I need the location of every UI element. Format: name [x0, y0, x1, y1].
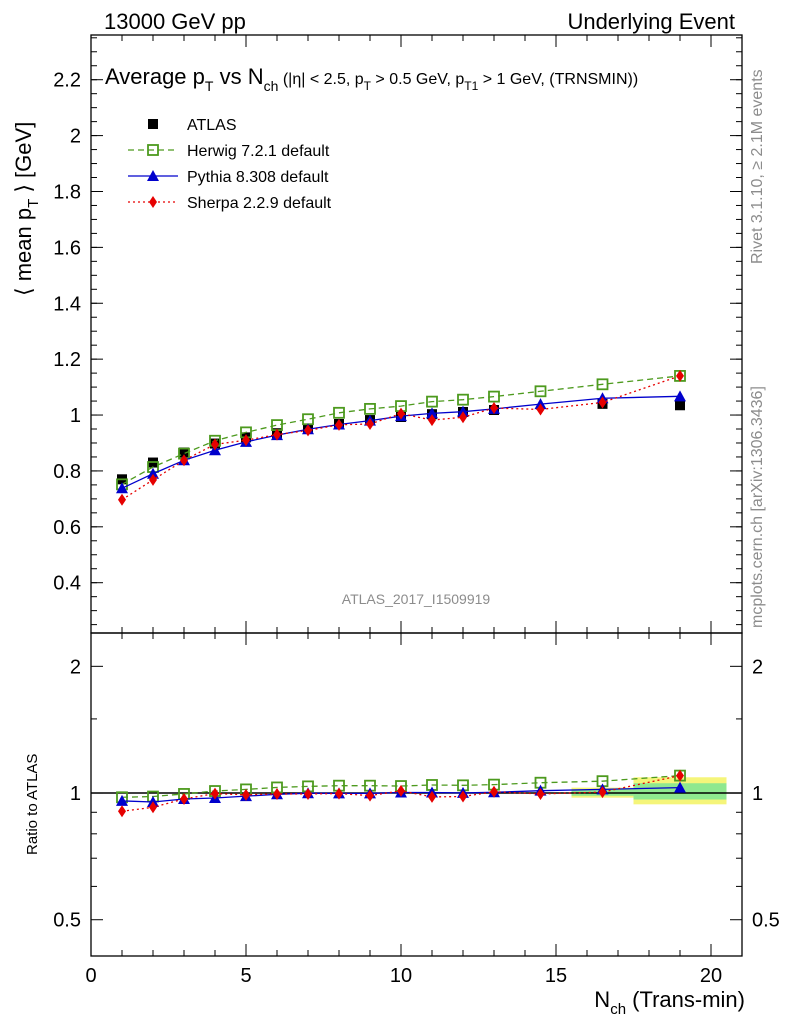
x-tick-label: 15	[545, 965, 567, 987]
legend: ATLAS Herwig 7.2.1 default Pythia 8.308 de…	[128, 117, 332, 212]
plot-title: Average pT vs Nch (|η| < 2.5, pT > 0.5 G…	[105, 64, 638, 94]
series-line-2	[121, 395, 681, 489]
y-tick-label: 1.4	[53, 293, 81, 315]
data-point	[428, 414, 436, 427]
y-tick-label: 1	[70, 783, 81, 805]
data-point	[676, 369, 684, 382]
data-point	[598, 396, 607, 409]
ratio-xlabel: Nch (Trans-min)	[594, 987, 745, 1018]
data-point	[490, 402, 498, 415]
main-ylabel: ⟨ mean pT ⟩ [GeV]	[11, 122, 42, 296]
x-tick-label: 20	[700, 965, 722, 987]
ratio-data-point	[428, 790, 436, 803]
legend-marker	[149, 196, 157, 208]
header-right: Underlying Event	[567, 9, 735, 34]
data-point	[457, 405, 469, 417]
ratio-data-point	[118, 805, 126, 818]
ratio-data-point	[490, 785, 498, 798]
ratio-series-line-0	[121, 774, 681, 798]
y-tick-label: 2	[70, 126, 81, 148]
plot-frame	[90, 632, 743, 957]
ratio-series-line-1	[121, 786, 681, 803]
ratio-data-point	[242, 788, 250, 801]
legend-label: Pythia 8.308 default	[187, 169, 329, 186]
y-tick-label: 1	[70, 405, 81, 427]
y-tick-label: 0.8	[53, 461, 81, 483]
data-point	[179, 447, 189, 458]
ratio-data-point	[536, 787, 545, 800]
series-line-3	[121, 375, 681, 501]
data-point	[674, 390, 686, 402]
y-tick-label-right: 1	[752, 783, 763, 805]
data-point	[333, 406, 345, 419]
data-point	[116, 482, 128, 494]
data-point	[426, 407, 438, 419]
ratio-data-point	[674, 781, 686, 793]
y-tick-label: 0.4	[53, 573, 81, 595]
ratio-data-point	[459, 790, 467, 803]
x-tick-label: 0	[85, 965, 96, 987]
x-tick-label: 5	[240, 965, 251, 987]
y-tick-label-right: 2	[752, 656, 763, 678]
data-point	[426, 395, 438, 408]
ratio-data-point	[366, 789, 374, 802]
ratio-data-point	[397, 784, 405, 797]
y-tick-label-right: 0.5	[752, 910, 780, 932]
legend-label: Herwig 7.2.1 default	[187, 143, 330, 160]
data-point	[457, 393, 469, 406]
data-point	[596, 378, 609, 391]
data-point	[675, 400, 685, 411]
y-tick-label: 1.8	[53, 181, 81, 203]
data-point	[335, 418, 343, 431]
ratio-ylabel: Ratio to ATLAS	[24, 754, 41, 855]
ratio-data-point	[304, 787, 312, 800]
data-point	[536, 403, 545, 416]
data-point	[302, 413, 314, 426]
analysis-watermark: ATLAS_2017_I1509919	[342, 591, 491, 607]
legend-marker	[148, 119, 158, 129]
series-line-1	[121, 375, 681, 485]
legend-label: Sherpa 2.2.9 default	[187, 195, 332, 212]
header-left: 13000 GeV pp	[104, 9, 246, 34]
legend-label: ATLAS	[187, 117, 237, 134]
ratio-data-point	[676, 769, 684, 782]
data-point	[149, 473, 157, 486]
ratio-data-point	[335, 787, 343, 800]
data-point	[211, 438, 219, 451]
data-point	[534, 385, 547, 398]
ratio-data-point	[116, 794, 128, 806]
data-point	[273, 428, 281, 441]
y-tick-label: 0.6	[53, 517, 81, 539]
mcplots-label: mcplots.cern.ch [arXiv:1306.3436]	[749, 386, 766, 628]
y-tick-label: 1.6	[53, 237, 81, 259]
ratio-data-point	[211, 787, 219, 800]
legend-marker	[147, 170, 159, 181]
data-point	[397, 407, 405, 420]
data-point	[459, 411, 467, 424]
ratio-data-point	[598, 786, 607, 799]
y-tick-label: 0.5	[53, 910, 81, 932]
data-point	[147, 467, 159, 479]
data-point	[118, 493, 126, 506]
ratio-data-point	[149, 801, 157, 814]
data-point	[242, 434, 250, 447]
x-tick-label: 10	[390, 965, 412, 987]
data-point	[366, 417, 374, 430]
y-tick-label: 2.2	[53, 70, 81, 92]
ratio-data-point	[273, 787, 281, 800]
data-point	[180, 454, 188, 467]
data-point	[304, 424, 312, 437]
ratio-plot: 0.5 0.51 12 20 5 10 15 20	[53, 632, 780, 987]
legend-marker	[147, 144, 159, 156]
y-tick-label: 1.2	[53, 349, 81, 371]
y-tick-label: 2	[70, 656, 81, 678]
data-point	[488, 390, 500, 403]
data-point	[364, 402, 376, 415]
main-plot: 0.4 0.6 0.8 1 1.2 1.4 1.6 1.8 2 2.2	[53, 34, 743, 634]
ratio-data-point	[180, 792, 188, 805]
rivet-label: Rivet 3.1.10, ≥ 2.1M events	[749, 69, 766, 264]
